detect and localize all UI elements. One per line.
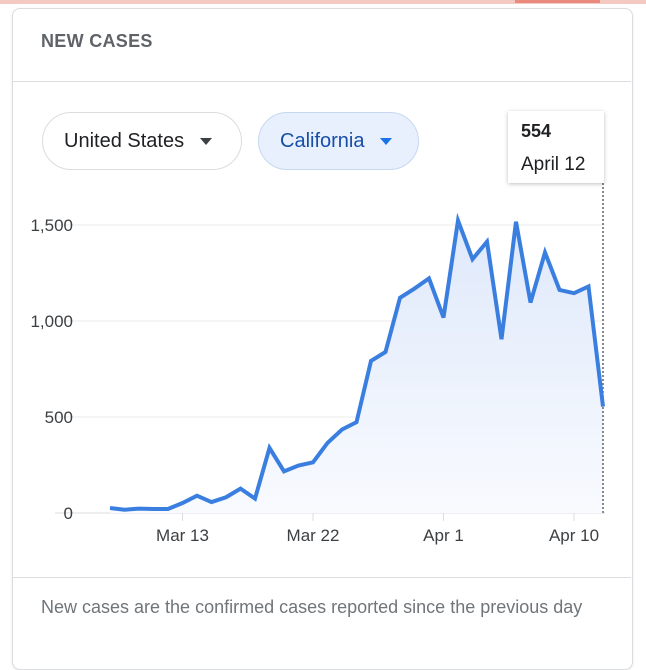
country-dropdown-label: United States	[64, 129, 185, 152]
top-strip	[0, 0, 646, 4]
series-line	[109, 212, 605, 512]
tooltip-date: April 12	[521, 154, 586, 175]
new-cases-chart[interactable]: 0 500 1,000 1,500 Mar 13 Mar 22 Apr 1 Apr 10	[0, 0, 646, 580]
y-tick-label: 500	[45, 408, 73, 427]
state-dropdown-label: California	[280, 129, 365, 152]
card-title: NEW CASES	[41, 31, 153, 51]
tooltip-value: 554	[521, 121, 552, 141]
top-strip-accent	[515, 0, 600, 3]
state-dropdown[interactable]: California	[258, 112, 419, 170]
area-fill	[110, 220, 603, 514]
footer-divider	[13, 577, 631, 578]
y-tick-label: 1,000	[30, 312, 73, 331]
footer-note: New cases are the confirmed cases report…	[41, 597, 583, 617]
x-tick-label: Mar 22	[287, 526, 340, 545]
y-tick-label: 1,500	[30, 216, 73, 235]
y-tick-label: 0	[64, 504, 73, 523]
x-tick-label: Apr 10	[549, 526, 599, 545]
caret-down-icon	[200, 137, 213, 145]
country-dropdown[interactable]: United States	[42, 112, 242, 170]
x-tick-label: Mar 13	[156, 526, 209, 545]
hover-tooltip: 554 April 12	[508, 111, 604, 183]
x-tick-label: Apr 1	[423, 526, 464, 545]
caret-down-icon	[380, 137, 393, 145]
header-divider	[13, 81, 631, 82]
